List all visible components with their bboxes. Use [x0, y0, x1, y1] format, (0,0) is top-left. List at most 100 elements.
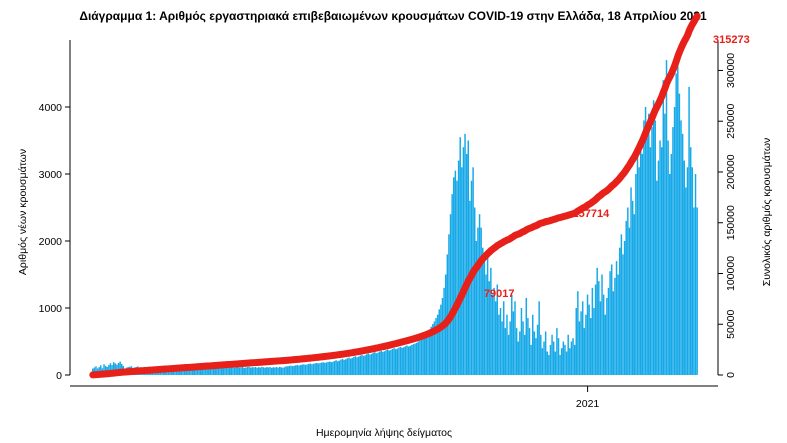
bar	[657, 160, 660, 375]
bar	[528, 328, 531, 375]
bar	[677, 53, 679, 376]
bar	[477, 227, 479, 375]
bar	[538, 301, 540, 375]
bar	[512, 311, 515, 375]
bar	[540, 334, 542, 375]
bar	[507, 334, 510, 375]
bar	[403, 347, 405, 375]
bar	[593, 308, 595, 375]
bar	[493, 287, 495, 375]
bar	[325, 362, 328, 375]
bar	[396, 348, 399, 375]
cumulative-annotation: 79017	[484, 288, 515, 300]
bar	[188, 367, 191, 375]
bar	[659, 140, 661, 375]
bar	[345, 359, 347, 375]
bar	[365, 354, 368, 375]
bar	[233, 367, 236, 375]
bar	[567, 334, 569, 375]
bar	[183, 367, 186, 375]
bar	[456, 180, 458, 375]
bar	[454, 170, 457, 375]
bar	[585, 314, 587, 375]
bars-group	[92, 53, 698, 376]
bar	[222, 367, 225, 375]
bar	[269, 366, 271, 375]
bar	[448, 234, 450, 375]
bar	[293, 365, 295, 375]
bar	[652, 100, 655, 376]
bar	[336, 361, 339, 375]
bar	[577, 291, 579, 375]
bar	[498, 314, 500, 375]
bar	[349, 358, 352, 375]
bar	[486, 254, 489, 375]
bar	[533, 331, 536, 375]
bar	[356, 357, 358, 375]
bar	[288, 365, 291, 375]
bar	[278, 366, 281, 375]
bar	[377, 352, 379, 375]
bar	[694, 174, 697, 375]
bar	[531, 314, 534, 375]
right-tick-label: 150000	[725, 205, 737, 240]
bar	[406, 345, 408, 375]
annotations-group: 79017 157714 315273	[484, 34, 750, 300]
bar	[285, 366, 287, 375]
bar	[556, 328, 558, 375]
bar	[424, 336, 426, 375]
bar	[198, 366, 200, 375]
bar	[311, 364, 313, 375]
bar	[551, 334, 553, 375]
bar	[596, 267, 598, 375]
bar	[322, 362, 324, 375]
bar	[430, 326, 432, 375]
bar	[588, 304, 590, 375]
right-tick-label: 250000	[725, 104, 737, 139]
bar	[409, 345, 411, 375]
bar	[509, 321, 511, 375]
left-y-axis-label: Αριθμός νέων κρουσμάτων	[17, 149, 29, 275]
bar	[187, 368, 189, 375]
bar	[267, 367, 270, 375]
bar	[108, 364, 110, 375]
bar	[361, 354, 363, 375]
bar	[272, 367, 274, 375]
bar	[240, 367, 242, 375]
bar	[399, 346, 402, 375]
chart-title: Διάγραμμα 1: Αριθμός εργαστηριακά επιβεβ…	[79, 9, 707, 23]
bar	[639, 140, 642, 375]
bar	[525, 297, 528, 375]
bar	[401, 347, 403, 375]
bar	[575, 308, 577, 375]
bar	[114, 363, 117, 375]
bar	[617, 274, 619, 375]
bar	[465, 153, 468, 375]
bar	[277, 367, 279, 375]
bar	[225, 367, 228, 375]
bar	[195, 367, 197, 375]
bar	[520, 308, 523, 375]
bar	[261, 366, 263, 375]
bar	[683, 160, 685, 375]
bar	[190, 366, 192, 375]
bar	[464, 133, 466, 375]
bar	[343, 359, 345, 375]
bar	[211, 367, 213, 375]
left-tick-label: 2000	[39, 236, 63, 248]
bar	[346, 358, 349, 375]
bar	[390, 349, 392, 376]
bar	[317, 363, 320, 375]
bar	[109, 363, 112, 375]
right-tick-label: 0	[725, 372, 737, 378]
bar	[609, 271, 611, 375]
bar	[678, 93, 681, 375]
bar	[432, 324, 434, 375]
bar	[499, 308, 502, 375]
bar	[357, 356, 360, 375]
bar	[633, 214, 636, 375]
bar	[506, 314, 508, 375]
bar	[295, 365, 297, 375]
bar	[103, 364, 105, 375]
bar	[515, 328, 518, 375]
